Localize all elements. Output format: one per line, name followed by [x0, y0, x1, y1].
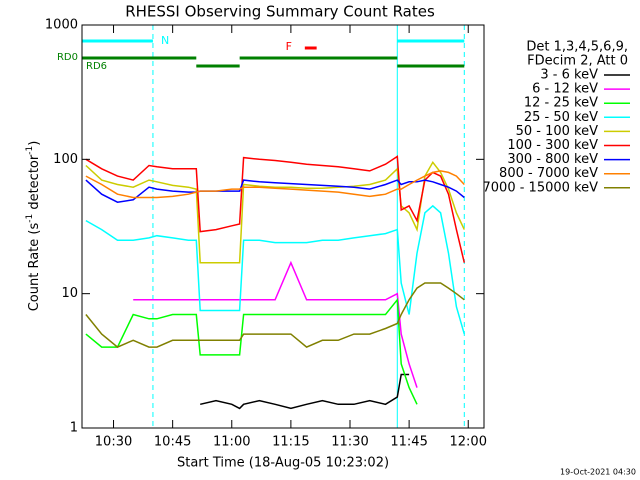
series-line [85, 204, 466, 335]
series-line [85, 170, 465, 199]
legend-header: FDecim 2, Att 0 [527, 54, 628, 69]
x-tick-label: 12:00 [450, 435, 487, 450]
series-line [85, 297, 418, 405]
series-line [200, 373, 410, 410]
x-tick-label: 11:15 [272, 435, 309, 450]
x-tick-label: 11:30 [331, 435, 368, 450]
legend-header: Det 1,3,4,5,6,9, [526, 40, 628, 55]
legend-label: 50 - 100 keV [516, 124, 599, 139]
footer: 19-Oct-2021 04:30 [560, 468, 636, 477]
y-tick-label: 10 [61, 286, 78, 301]
y-label-part: detector [27, 154, 42, 214]
legend-label: 25 - 50 keV [524, 110, 598, 125]
y-label-part: -1 [25, 146, 35, 155]
flare-label: F [286, 40, 292, 53]
x-axis-label: Start Time (18-Aug-05 10:23:02) [177, 456, 389, 471]
y-label-part: ) [27, 141, 42, 146]
plot-frame [81, 24, 485, 429]
y-tick-label: 1000 [45, 18, 78, 33]
series-line [85, 179, 465, 203]
x-tick-label: 11:45 [390, 435, 427, 450]
legend-label: 3 - 6 keV [540, 68, 598, 83]
series-line [133, 260, 418, 388]
x-tick-label: 10:30 [95, 435, 132, 450]
attenuator-label: RD0 [57, 52, 78, 63]
legend-label: 12 - 25 keV [524, 96, 598, 111]
legend-label: 800 - 7000 keV [499, 166, 598, 181]
x-tick-label: 11:00 [213, 435, 250, 450]
x-tick-label: 10:45 [154, 435, 191, 450]
series-line [85, 282, 465, 348]
chart-title: RHESSI Observing Summary Count Rates [125, 3, 435, 21]
legend-label: 300 - 800 keV [507, 152, 598, 167]
legend-label: 6 - 12 keV [532, 82, 598, 97]
legend-label: 100 - 300 keV [507, 138, 598, 153]
y-tick-label: 100 [53, 152, 78, 167]
y-tick-label: 1 [70, 421, 78, 436]
series-line [85, 155, 466, 263]
y-axis-label: Count Rate (s-1 detector-1) [25, 141, 42, 312]
y-label-part: Count Rate (s [27, 223, 42, 312]
y-label-part: -1 [25, 214, 35, 223]
night-label: N [161, 34, 169, 47]
attenuator-label: RD6 [86, 61, 107, 72]
legend-label: 7000 - 15000 keV [483, 180, 599, 195]
